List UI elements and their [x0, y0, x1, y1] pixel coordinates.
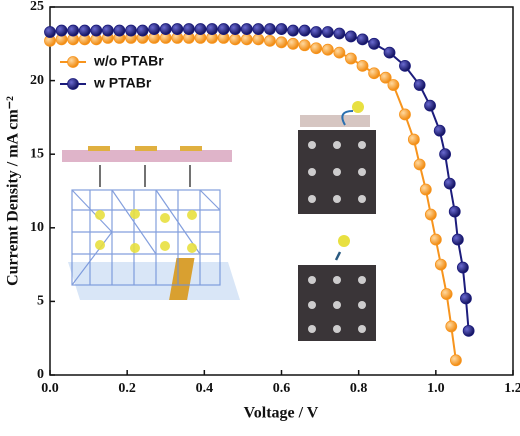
data-point	[439, 148, 451, 161]
y-axis-label: Curremt Density / mA cm⁻²	[5, 96, 22, 286]
data-point	[101, 24, 114, 37]
data-point	[240, 23, 253, 35]
legend-marker	[67, 56, 79, 68]
data-point	[252, 33, 265, 46]
x-tick-label: 0.6	[273, 381, 291, 396]
legend-label: w/o PTABr	[93, 53, 164, 69]
data-point	[413, 158, 426, 171]
data-point	[321, 26, 334, 38]
y-tick-label: 25	[30, 0, 44, 14]
data-point	[449, 354, 462, 367]
data-point	[275, 23, 288, 35]
data-point	[443, 177, 456, 190]
data-point	[78, 24, 91, 37]
structure-inset	[62, 146, 240, 300]
data-point	[252, 23, 265, 35]
data-point	[67, 24, 80, 37]
data-point	[298, 24, 311, 37]
data-point	[264, 34, 276, 47]
data-point	[368, 67, 381, 80]
data-point	[424, 208, 437, 221]
data-point	[287, 37, 299, 50]
y-tick-label: 20	[30, 73, 44, 88]
data-point	[407, 133, 420, 146]
data-point	[310, 26, 323, 38]
x-tick-label: 0.0	[41, 381, 59, 396]
data-point	[433, 124, 446, 137]
y-tick-label: 0	[37, 367, 44, 382]
data-point	[434, 258, 447, 271]
data-point	[419, 183, 432, 196]
data-point	[229, 33, 242, 46]
data-point	[55, 24, 68, 37]
data-point	[440, 288, 453, 300]
data-point	[298, 39, 311, 52]
data-point	[356, 33, 369, 46]
data-point	[136, 24, 149, 37]
x-tick-label: 0.2	[118, 381, 136, 396]
data-point	[429, 233, 442, 246]
data-point	[356, 59, 369, 72]
data-point	[287, 24, 299, 37]
data-point	[148, 23, 161, 35]
data-point	[448, 205, 461, 218]
legend-label: w PTABr	[93, 75, 152, 91]
data-point	[456, 261, 469, 274]
data-point	[399, 59, 411, 72]
data-point	[321, 43, 334, 56]
data-point	[460, 292, 472, 305]
x-tick-label: 1.0	[427, 381, 445, 396]
data-point	[368, 37, 381, 50]
data-point	[383, 46, 396, 59]
data-point	[379, 71, 392, 84]
data-point	[310, 42, 323, 55]
data-point	[451, 233, 464, 246]
data-point	[182, 23, 195, 35]
legend-marker	[67, 78, 79, 90]
data-point	[424, 99, 436, 112]
data-point	[194, 23, 207, 35]
data-point	[333, 46, 346, 59]
data-point	[113, 24, 126, 37]
data-point	[159, 23, 172, 35]
x-axis-label: Voltage / V	[244, 405, 319, 422]
data-point	[125, 24, 137, 37]
data-point	[217, 23, 230, 35]
data-point	[399, 108, 411, 121]
data-point	[171, 23, 184, 35]
x-tick-label: 0.8	[350, 381, 368, 396]
data-point	[240, 33, 253, 46]
y-tick-label: 5	[37, 294, 44, 309]
data-point	[345, 52, 357, 65]
y-tick-label: 15	[30, 146, 44, 161]
data-point	[387, 79, 400, 91]
data-point	[333, 27, 346, 40]
data-point	[445, 320, 458, 333]
data-point	[462, 324, 475, 337]
data-point	[264, 23, 276, 35]
y-tick-label: 10	[30, 220, 44, 235]
x-tick-label: 0.4	[196, 381, 214, 396]
data-point	[229, 23, 242, 35]
data-point	[413, 79, 426, 91]
data-point	[345, 30, 357, 43]
data-point	[275, 36, 288, 49]
data-point	[206, 23, 218, 35]
surface-inset	[298, 101, 376, 341]
data-point	[90, 24, 103, 37]
x-tick-label: 1.2	[504, 381, 520, 396]
data-point	[44, 26, 56, 38]
